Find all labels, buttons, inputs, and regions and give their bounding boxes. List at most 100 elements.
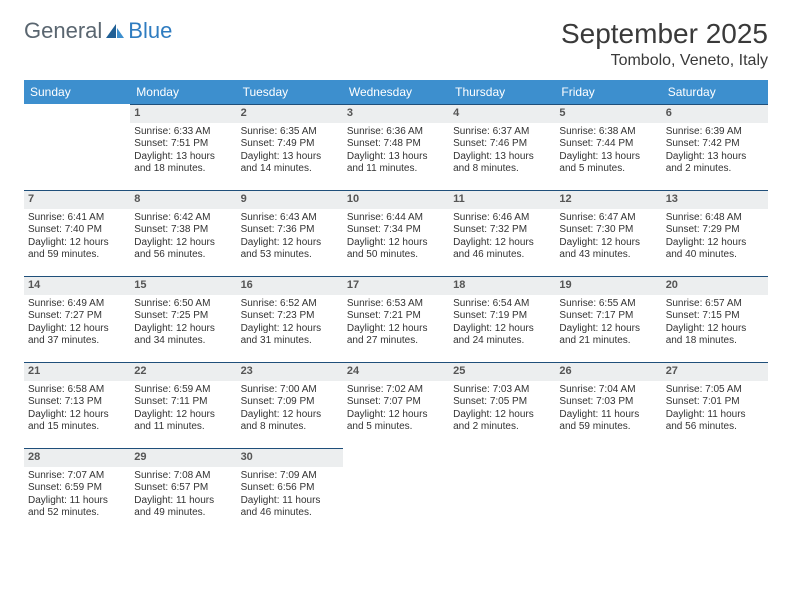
- calendar-day-cell: 16Sunrise: 6:52 AMSunset: 7:23 PMDayligh…: [237, 276, 343, 362]
- daylight-text: Daylight: 12 hours and 34 minutes.: [134, 323, 232, 348]
- daylight-text: Daylight: 12 hours and 24 minutes.: [453, 323, 551, 348]
- calendar-week-row: 28Sunrise: 7:07 AMSunset: 6:59 PMDayligh…: [24, 448, 768, 534]
- day-number: 29: [130, 448, 236, 467]
- sunrise-text: Sunrise: 6:35 AM: [241, 126, 339, 139]
- sunset-text: Sunset: 7:07 PM: [347, 396, 445, 409]
- daylight-text: Daylight: 13 hours and 2 minutes.: [666, 151, 764, 176]
- day-number: 4: [449, 104, 555, 123]
- sunrise-text: Sunrise: 6:59 AM: [134, 384, 232, 397]
- calendar-day-cell: 28Sunrise: 7:07 AMSunset: 6:59 PMDayligh…: [24, 448, 130, 534]
- sunset-text: Sunset: 7:19 PM: [453, 310, 551, 323]
- sunset-text: Sunset: 7:17 PM: [559, 310, 657, 323]
- daylight-text: Daylight: 13 hours and 14 minutes.: [241, 151, 339, 176]
- sunset-text: Sunset: 7:05 PM: [453, 396, 551, 409]
- sunset-text: Sunset: 7:03 PM: [559, 396, 657, 409]
- daylight-text: Daylight: 12 hours and 31 minutes.: [241, 323, 339, 348]
- daylight-text: Daylight: 12 hours and 5 minutes.: [347, 409, 445, 434]
- day-number: 8: [130, 190, 236, 209]
- daylight-text: Daylight: 12 hours and 53 minutes.: [241, 237, 339, 262]
- sunrise-text: Sunrise: 7:05 AM: [666, 384, 764, 397]
- day-number: 16: [237, 276, 343, 295]
- sunset-text: Sunset: 7:38 PM: [134, 224, 232, 237]
- calendar-day-cell: 15Sunrise: 6:50 AMSunset: 7:25 PMDayligh…: [130, 276, 236, 362]
- sunset-text: Sunset: 7:23 PM: [241, 310, 339, 323]
- sunrise-text: Sunrise: 6:42 AM: [134, 212, 232, 225]
- daylight-text: Daylight: 12 hours and 8 minutes.: [241, 409, 339, 434]
- sunrise-text: Sunrise: 7:09 AM: [241, 470, 339, 483]
- calendar-day-cell: 5Sunrise: 6:38 AMSunset: 7:44 PMDaylight…: [555, 104, 661, 190]
- sunrise-text: Sunrise: 7:07 AM: [28, 470, 126, 483]
- weekday-header-row: SundayMondayTuesdayWednesdayThursdayFrid…: [24, 80, 768, 104]
- calendar-day-cell: 19Sunrise: 6:55 AMSunset: 7:17 PMDayligh…: [555, 276, 661, 362]
- brand-logo: General Blue: [24, 18, 172, 44]
- calendar-day-cell: 2 Sunrise: 6:35 AMSunset: 7:49 PMDaylight…: [237, 104, 343, 190]
- daylight-text: Daylight: 12 hours and 50 minutes.: [347, 237, 445, 262]
- day-number: 11: [449, 190, 555, 209]
- calendar-table: SundayMondayTuesdayWednesdayThursdayFrid…: [24, 80, 768, 534]
- sunset-text: Sunset: 7:21 PM: [347, 310, 445, 323]
- sunrise-text: Sunrise: 6:47 AM: [559, 212, 657, 225]
- calendar-body: 1Sunrise: 6:33 AMSunset: 7:51 PMDaylight…: [24, 104, 768, 534]
- sunset-text: Sunset: 7:49 PM: [241, 138, 339, 151]
- daylight-text: Daylight: 11 hours and 46 minutes.: [241, 495, 339, 520]
- calendar-week-row: 1Sunrise: 6:33 AMSunset: 7:51 PMDaylight…: [24, 104, 768, 190]
- daylight-text: Daylight: 13 hours and 5 minutes.: [559, 151, 657, 176]
- daylight-text: Daylight: 12 hours and 27 minutes.: [347, 323, 445, 348]
- daylight-text: Daylight: 11 hours and 52 minutes.: [28, 495, 126, 520]
- calendar-day-cell: 20Sunrise: 6:57 AMSunset: 7:15 PMDayligh…: [662, 276, 768, 362]
- calendar-day-cell: 25Sunrise: 7:03 AMSunset: 7:05 PMDayligh…: [449, 362, 555, 448]
- sunset-text: Sunset: 7:42 PM: [666, 138, 764, 151]
- day-number: 1: [130, 104, 236, 123]
- weekday-header: Wednesday: [343, 80, 449, 104]
- calendar-day-cell: 7Sunrise: 6:41 AMSunset: 7:40 PMDaylight…: [24, 190, 130, 276]
- daylight-text: Daylight: 13 hours and 8 minutes.: [453, 151, 551, 176]
- day-number: 2: [237, 104, 343, 123]
- calendar-day-cell: 12Sunrise: 6:47 AMSunset: 7:30 PMDayligh…: [555, 190, 661, 276]
- calendar-week-row: 7 Sunrise: 6:41 AMSunset: 7:40 PM Daylight…: [24, 190, 768, 276]
- day-number: 21: [24, 362, 130, 381]
- sunrise-text: Sunrise: 6:48 AM: [666, 212, 764, 225]
- sunset-text: Sunset: 7:32 PM: [453, 224, 551, 237]
- day-number: 7: [24, 190, 130, 209]
- daylight-text: Daylight: 12 hours and 40 minutes.: [666, 237, 764, 262]
- sunrise-text: Sunrise: 6:50 AM: [134, 298, 232, 311]
- day-number: 10: [343, 190, 449, 209]
- calendar-day-cell: 21Sunrise: 6:58 AMSunset: 7:13 PMDayligh…: [24, 362, 130, 448]
- calendar-week-row: 14Sunrise: 6:49 AMSunset: 7:27 PMDayligh…: [24, 276, 768, 362]
- calendar-day-cell: 1Sunrise: 6:33 AMSunset: 7:51 PMDaylight…: [130, 104, 236, 190]
- sunset-text: Sunset: 7:29 PM: [666, 224, 764, 237]
- brand-word2: Blue: [128, 18, 172, 44]
- sunset-text: Sunset: 7:36 PM: [241, 224, 339, 237]
- sunset-text: Sunset: 7:40 PM: [28, 224, 126, 237]
- sunrise-text: Sunrise: 6:41 AM: [28, 212, 126, 225]
- calendar-day-cell: 3Sunrise: 6:36 AMSunset: 7:48 PMDaylight…: [343, 104, 449, 190]
- daylight-text: Daylight: 11 hours and 49 minutes.: [134, 495, 232, 520]
- day-number: 13: [662, 190, 768, 209]
- weekday-header: Friday: [555, 80, 661, 104]
- calendar-day-cell: 29Sunrise: 7:08 AMSunset: 6:57 PMDayligh…: [130, 448, 236, 534]
- weekday-header: Thursday: [449, 80, 555, 104]
- sunrise-text: Sunrise: 6:46 AM: [453, 212, 551, 225]
- calendar-day-cell: [449, 448, 555, 534]
- sunset-text: Sunset: 6:56 PM: [241, 482, 339, 495]
- day-number: 17: [343, 276, 449, 295]
- calendar-day-cell: 6Sunrise: 6:39 AMSunset: 7:42 PMDaylight…: [662, 104, 768, 190]
- day-number: 28: [24, 448, 130, 467]
- sunrise-text: Sunrise: 7:02 AM: [347, 384, 445, 397]
- sunset-text: Sunset: 7:25 PM: [134, 310, 232, 323]
- calendar-week-row: 21Sunrise: 6:58 AMSunset: 7:13 PMDayligh…: [24, 362, 768, 448]
- daylight-text: Daylight: 12 hours and 11 minutes.: [134, 409, 232, 434]
- calendar-day-cell: [24, 104, 130, 190]
- calendar-day-cell: [662, 448, 768, 534]
- title-block: September 2025 Tombolo, Veneto, Italy: [561, 18, 768, 70]
- day-number: 18: [449, 276, 555, 295]
- sunset-text: Sunset: 7:44 PM: [559, 138, 657, 151]
- sunrise-text: Sunrise: 6:36 AM: [347, 126, 445, 139]
- calendar-day-cell: 4Sunrise: 6:37 AMSunset: 7:46 PMDaylight…: [449, 104, 555, 190]
- weekday-header: Tuesday: [237, 80, 343, 104]
- sunset-text: Sunset: 7:01 PM: [666, 396, 764, 409]
- calendar-day-cell: 10Sunrise: 6:44 AMSunset: 7:34 PMDayligh…: [343, 190, 449, 276]
- calendar-day-cell: 26Sunrise: 7:04 AMSunset: 7:03 PMDayligh…: [555, 362, 661, 448]
- calendar-day-cell: [343, 448, 449, 534]
- sunset-text: Sunset: 7:30 PM: [559, 224, 657, 237]
